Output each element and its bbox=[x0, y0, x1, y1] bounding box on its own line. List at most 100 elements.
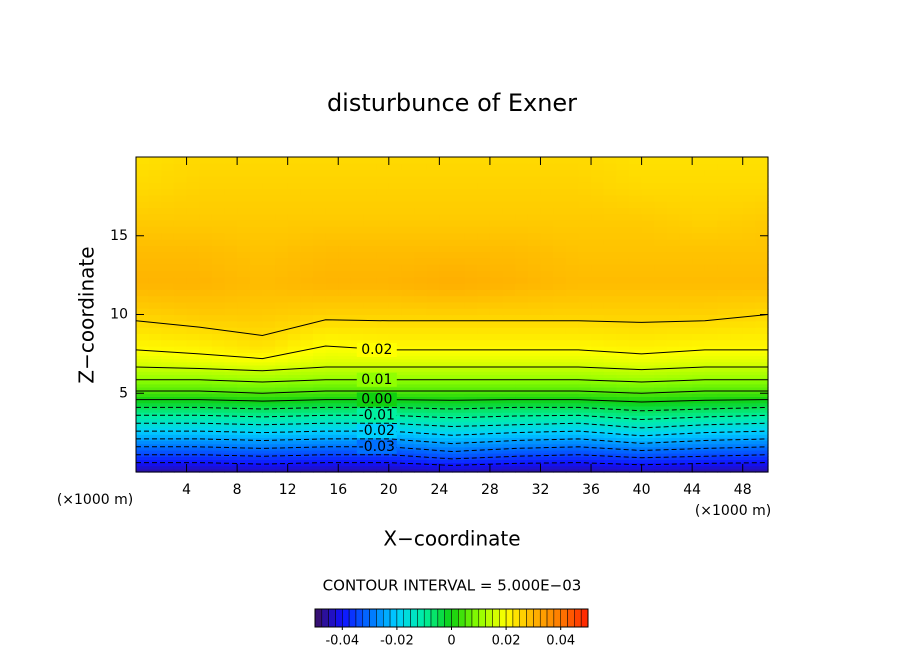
field-cell bbox=[553, 349, 567, 353]
field-cell bbox=[249, 346, 263, 350]
field-cell bbox=[742, 402, 756, 407]
field-cell bbox=[262, 232, 276, 240]
field-cell bbox=[730, 188, 744, 196]
field-cell bbox=[439, 409, 453, 413]
field-cell bbox=[730, 446, 744, 451]
field-cell bbox=[376, 182, 390, 190]
field-cell bbox=[616, 301, 630, 309]
field-cell bbox=[199, 386, 213, 391]
field-cell bbox=[666, 346, 681, 350]
field-cell bbox=[565, 169, 579, 177]
field-cell bbox=[148, 220, 162, 227]
field-cell bbox=[426, 434, 440, 438]
field-cell bbox=[452, 352, 466, 357]
field-cell bbox=[275, 418, 289, 423]
field-cell bbox=[173, 371, 188, 375]
field-cell bbox=[161, 449, 175, 454]
field-cell bbox=[237, 220, 251, 227]
field-cell bbox=[502, 188, 516, 196]
field-cell bbox=[173, 440, 188, 445]
field-cell bbox=[262, 182, 276, 190]
field-cell bbox=[376, 390, 390, 394]
field-cell bbox=[224, 431, 238, 435]
field-cell bbox=[742, 201, 756, 208]
field-cell bbox=[452, 188, 466, 196]
field-cell bbox=[350, 468, 365, 473]
field-cell bbox=[717, 182, 731, 190]
field-cell bbox=[237, 349, 251, 353]
field-cell bbox=[527, 175, 542, 183]
field-cell bbox=[199, 175, 213, 183]
field-cell bbox=[325, 232, 339, 240]
field-cell bbox=[452, 289, 466, 297]
field-cell bbox=[565, 301, 579, 309]
x-tick-label: 40 bbox=[633, 482, 651, 498]
field-cell bbox=[591, 374, 605, 379]
field-cell bbox=[199, 346, 213, 350]
field-cell bbox=[591, 456, 605, 460]
field-cell bbox=[628, 427, 643, 432]
field-cell bbox=[237, 418, 251, 423]
field-cell bbox=[439, 238, 453, 246]
field-cell bbox=[363, 251, 377, 259]
field-cell bbox=[148, 462, 162, 467]
field-cell bbox=[199, 238, 213, 246]
field-cell bbox=[325, 213, 339, 221]
field-cell bbox=[388, 361, 403, 366]
field-cell bbox=[527, 361, 542, 366]
field-cell bbox=[527, 459, 542, 464]
field-cell bbox=[401, 443, 415, 448]
field-cell bbox=[477, 358, 491, 363]
field-cell bbox=[730, 368, 744, 372]
field-cell bbox=[388, 308, 403, 316]
field-cell bbox=[565, 157, 579, 164]
field-cell bbox=[148, 358, 162, 363]
field-cell bbox=[527, 289, 542, 297]
field-cell bbox=[464, 289, 478, 297]
field-cell bbox=[502, 358, 516, 363]
field-cell bbox=[287, 157, 301, 164]
field-cell bbox=[679, 346, 693, 350]
field-cell bbox=[452, 264, 466, 271]
field-cell bbox=[262, 434, 276, 438]
field-cell bbox=[755, 431, 769, 435]
field-cell bbox=[401, 386, 415, 391]
field-cell bbox=[237, 301, 251, 309]
field-cell bbox=[237, 393, 251, 397]
field-cell bbox=[477, 188, 491, 196]
field-cell bbox=[262, 175, 276, 183]
field-cell bbox=[224, 418, 238, 423]
field-cell bbox=[401, 327, 415, 334]
field-cell bbox=[628, 421, 643, 426]
field-cell bbox=[414, 409, 428, 413]
field-cell bbox=[603, 449, 617, 454]
field-cell bbox=[161, 295, 175, 303]
field-cell bbox=[161, 245, 175, 253]
field-cell bbox=[704, 194, 719, 202]
field-cell bbox=[211, 409, 226, 413]
field-cell bbox=[136, 188, 150, 196]
field-cell bbox=[704, 257, 719, 265]
field-cell bbox=[224, 415, 238, 420]
field-cell bbox=[628, 182, 643, 190]
field-cell bbox=[527, 468, 542, 473]
field-cell bbox=[692, 207, 706, 215]
field-cell bbox=[148, 418, 162, 423]
field-cell bbox=[755, 295, 769, 303]
field-cell bbox=[401, 402, 415, 407]
field-cell bbox=[312, 320, 327, 328]
field-cell bbox=[287, 443, 301, 448]
field-cell bbox=[439, 349, 453, 353]
field-cell bbox=[161, 270, 175, 278]
field-cell bbox=[591, 201, 605, 208]
field-cell bbox=[755, 238, 769, 246]
field-cell bbox=[136, 257, 150, 265]
field-cell bbox=[439, 383, 453, 388]
field-cell bbox=[275, 446, 289, 451]
field-cell bbox=[692, 339, 706, 347]
field-cell bbox=[136, 346, 150, 350]
field-cell bbox=[730, 276, 744, 284]
field-cell bbox=[350, 283, 365, 290]
field-cell bbox=[666, 396, 681, 401]
field-cell bbox=[173, 396, 188, 401]
